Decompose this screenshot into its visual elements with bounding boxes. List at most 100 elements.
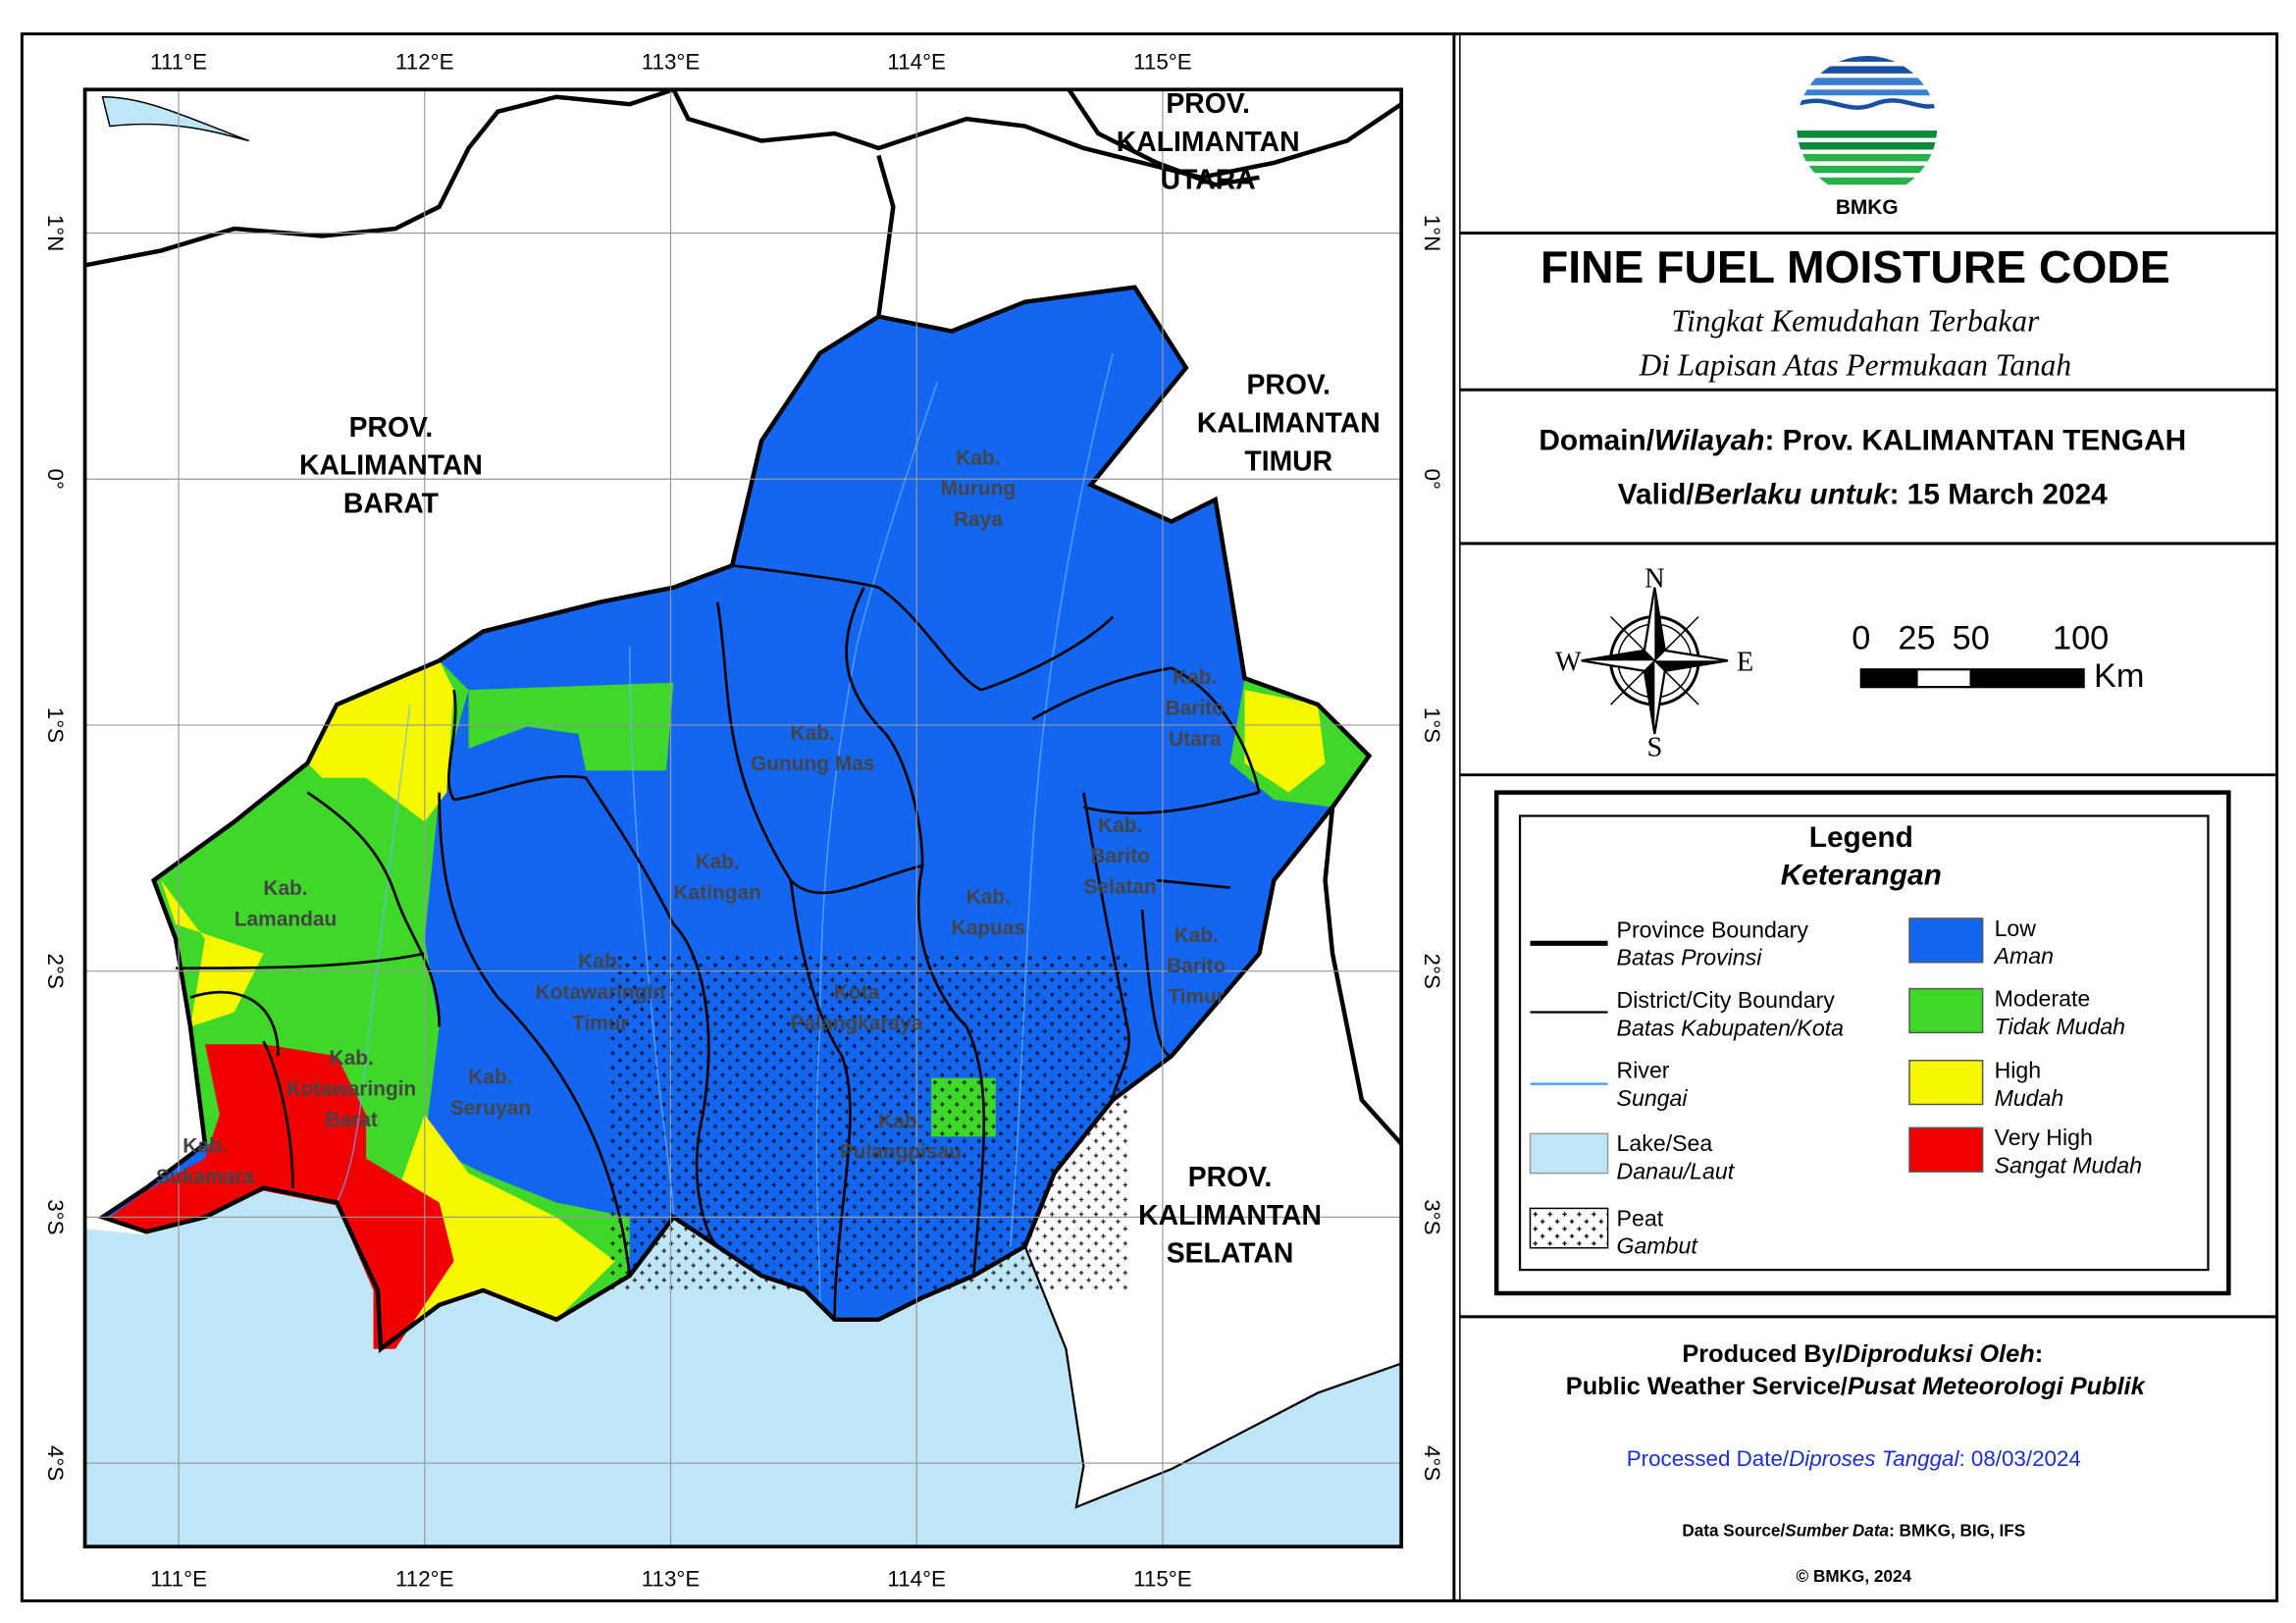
- legend-swatch: [1908, 917, 1984, 964]
- district-label: Kab.: [578, 951, 622, 973]
- scale-label: 25: [1898, 619, 1935, 656]
- district-label: Sukamara: [156, 1166, 254, 1188]
- province-label: BARAT: [343, 489, 440, 520]
- legend-label-id: Gambut: [1617, 1233, 1699, 1259]
- zone-high: [161, 880, 264, 1027]
- district-label: Selatan: [1084, 876, 1157, 899]
- lake: [101, 95, 249, 142]
- province-boundary: [729, 285, 1402, 1146]
- map-body: PROV. KALIMANTAN BARAT PROV. KALIMANTAN UTARA…: [84, 88, 1402, 1547]
- lat-label: 3°S: [43, 1199, 68, 1234]
- lon-label: 113°E: [642, 49, 701, 74]
- domain: Domain/Wilayah: Prov. KALIMANTAN TENGAH: [1539, 424, 2186, 456]
- lon-label: 112°E: [395, 49, 454, 74]
- title: FINE FUEL MOISTURE CODE: [1540, 241, 2170, 292]
- legend-label-id: Batas Provinsi: [1617, 945, 1763, 970]
- legend-swatch: [1908, 987, 1984, 1034]
- district-label: Kab.: [468, 1067, 512, 1089]
- district-label: Kab.: [791, 722, 835, 745]
- legend-label-id: Aman: [1993, 943, 2054, 969]
- legend-label-id: Sangat Mudah: [1995, 1153, 2142, 1178]
- province-boundary: [97, 563, 1334, 1354]
- province-label: KALIMANTAN: [1138, 1200, 1322, 1231]
- service-label-id: Pusat Meteorologi Publik: [1848, 1373, 2147, 1400]
- district-label: Barito: [1166, 698, 1225, 720]
- district-label: Barito: [1167, 955, 1226, 977]
- domain-value: : Prov. KALIMANTAN TENGAH: [1764, 424, 2186, 456]
- lat-label: 2°S: [1420, 954, 1444, 989]
- valid-value: : 15 March 2024: [1890, 479, 2109, 511]
- district-label: Palangkaraya: [791, 1012, 923, 1034]
- legend-label-id: Mudah: [1995, 1085, 2064, 1111]
- scale-unit: Km: [2094, 657, 2144, 695]
- district-label: Kab.: [1173, 666, 1217, 689]
- district-label: Kab.: [1098, 814, 1142, 837]
- province-label: PROV.: [1246, 370, 1331, 401]
- district-boundaries: [176, 563, 1261, 1320]
- lat-label: 1°N: [1420, 215, 1444, 252]
- province-label: PROV.: [1166, 88, 1250, 120]
- district-label: Lamandau: [235, 908, 337, 930]
- district-label: Murung: [941, 478, 1017, 500]
- legend-items: Province Boundary Batas Provinsi District/…: [1617, 916, 2142, 1259]
- legend-label: High: [1995, 1058, 2042, 1083]
- service-label: Public Weather Service/: [1566, 1373, 1848, 1400]
- province-label: SELATAN: [1167, 1238, 1294, 1270]
- lon-label: 114°E: [887, 1566, 946, 1591]
- province-label: PROV.: [349, 412, 434, 444]
- district-label: Kapuas: [952, 916, 1025, 939]
- map-frame: [82, 87, 1404, 1549]
- processed-label: Processed Date/: [1627, 1446, 1790, 1471]
- district-label: Kab.: [956, 446, 1000, 469]
- lon-label: 112°E: [395, 1566, 454, 1591]
- lon-label: 114°E: [887, 49, 946, 74]
- logo-text: BMKG: [1836, 196, 1899, 219]
- lat-label: 3°S: [1420, 1199, 1444, 1234]
- source-label: Data Source/: [1682, 1521, 1785, 1541]
- tick-labels: 111°E 111°E 112°E 112°E 113°E 113°E 114°E 114°E…: [43, 49, 1444, 1591]
- district-label: Kotawaringin: [287, 1078, 416, 1101]
- district-label: Raya: [954, 508, 1003, 531]
- valid: Valid/Berlaku untuk: 15 March 2024: [1618, 479, 2108, 511]
- district-label: Gunung Mas: [751, 753, 874, 775]
- legend-label: Province Boundary: [1617, 916, 1809, 942]
- lat-label: 4°S: [43, 1445, 68, 1481]
- peat-area: [607, 953, 1128, 1290]
- province-boundary: [1067, 89, 1260, 187]
- district-label: Barat: [325, 1109, 377, 1131]
- valid-label-id: Berlaku untuk: [1695, 479, 1891, 511]
- district-label: Kab.: [183, 1135, 227, 1158]
- scale-labels: 0 25 50 100: [1852, 619, 2109, 656]
- district-label: Kab.: [696, 851, 740, 873]
- legend-lake: [1529, 1132, 1609, 1175]
- compass-n: N: [1644, 564, 1664, 595]
- lat-label: 1°N: [43, 215, 68, 252]
- lon-label: 111°E: [150, 49, 207, 74]
- compass-e: E: [1737, 648, 1753, 678]
- legend-label: Low: [1995, 916, 2037, 941]
- district-label: Kab.: [966, 886, 1011, 909]
- legend-label-id: Danau/Laut: [1617, 1159, 1736, 1184]
- legend-inner: [1518, 814, 2210, 1272]
- zone-high: [1244, 690, 1326, 793]
- legend-label: Moderate: [1995, 985, 2091, 1011]
- district-label: Barito: [1090, 845, 1149, 867]
- scale-bar: [1859, 668, 2085, 689]
- produced-label: Produced By/: [1682, 1340, 1842, 1368]
- district-label: Katingan: [674, 882, 761, 905]
- compass-w: W: [1555, 648, 1582, 678]
- legend-label: Peat: [1617, 1205, 1664, 1230]
- legend-label: District/City Boundary: [1617, 987, 1836, 1013]
- legend-swatch: [1908, 1059, 1984, 1106]
- processed: Processed Date/Diproses Tanggal: 08/03/2…: [1627, 1446, 2081, 1471]
- district-label: Pulangpisau: [840, 1141, 962, 1164]
- legend-swatch: [1908, 1126, 1984, 1173]
- coastline: [1023, 1245, 1402, 1509]
- lon-label: 115°E: [1133, 49, 1192, 74]
- district-label: Timur: [572, 1012, 629, 1034]
- lat-label: 1°S: [43, 707, 68, 743]
- province-label: PROV.: [1188, 1162, 1273, 1193]
- district-label: Utara: [1169, 728, 1222, 751]
